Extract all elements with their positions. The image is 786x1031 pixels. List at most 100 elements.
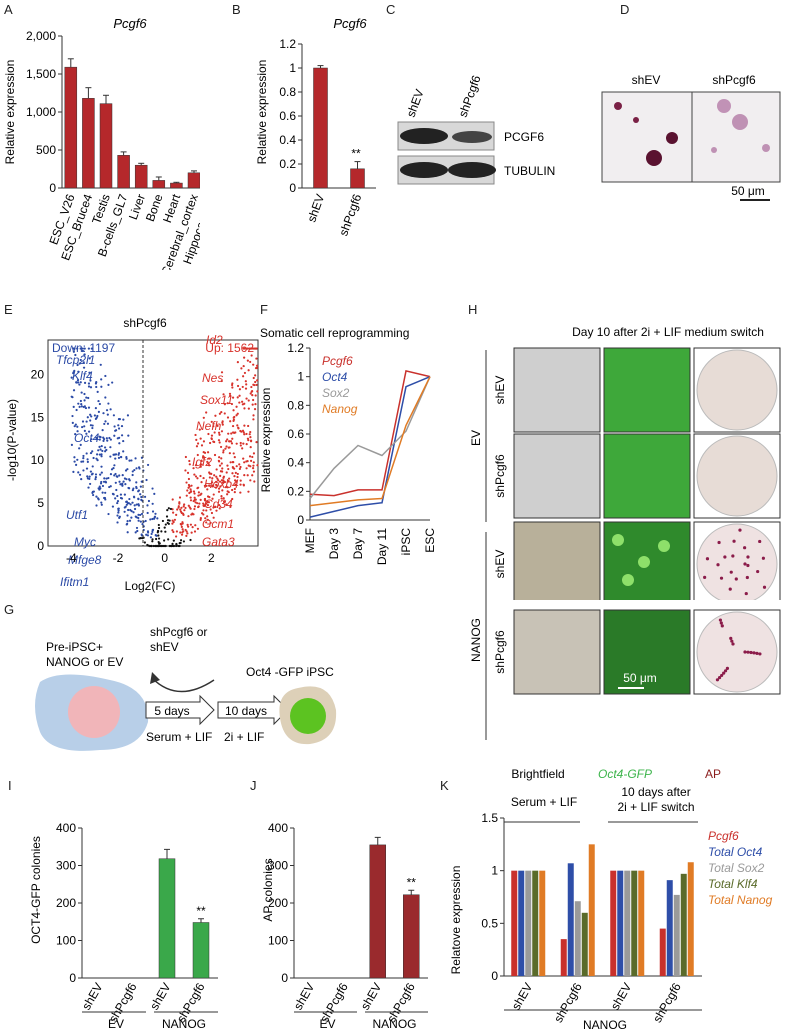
volcano-point: [227, 479, 230, 483]
chart-bars: shEV shPcgf6 shEV shPcgf6: [509, 844, 694, 1025]
volcano-point: [99, 363, 102, 366]
volcano-point: [85, 396, 88, 399]
ap-colony: [752, 651, 756, 655]
bar: [617, 870, 624, 976]
volcano-point: [140, 533, 143, 536]
volcano-point: [233, 479, 237, 482]
volcano-point: [87, 396, 90, 400]
gene-label: Igf2: [192, 455, 212, 469]
volcano-point: [122, 450, 125, 453]
volcano-point: [179, 508, 182, 511]
volcano-point: [229, 420, 232, 423]
volcano-point: [100, 455, 103, 458]
volcano-point: [229, 461, 232, 464]
volcano-point: [215, 480, 218, 483]
volcano-point: [236, 396, 239, 399]
ap-colony: [729, 636, 733, 640]
volcano-point: [171, 498, 174, 501]
colony-image-shpcgf6: [691, 91, 781, 183]
volcano-point: [234, 483, 237, 486]
volcano-point: [193, 492, 196, 495]
volcano-point: [208, 484, 211, 487]
bar: [403, 894, 420, 979]
volcano-point: [222, 475, 226, 478]
volcano-point: [87, 406, 91, 409]
volcano-point: [239, 479, 242, 482]
y-tick-label: 300: [268, 859, 288, 873]
volcano-point: [247, 490, 250, 493]
volcano-point: [211, 481, 214, 484]
volcano-point: [232, 419, 235, 422]
ap-colony: [749, 650, 753, 655]
volcano-point: [86, 416, 89, 419]
bar: [192, 922, 210, 979]
volcano-point: [235, 405, 238, 408]
panel-a: A Pcgf6 Relative expression 0 500 1,000 1,5…: [3, 2, 200, 270]
volcano-point: [103, 446, 107, 449]
chart-title: Pcgf6: [113, 16, 147, 31]
volcano-point: [198, 502, 201, 505]
lane-label: shPcgf6: [456, 73, 484, 119]
volcano-point: [83, 392, 86, 396]
volcano-point: [187, 515, 190, 518]
volcano-point: [100, 385, 103, 388]
volcano-point: [239, 465, 242, 469]
bar: [187, 172, 200, 189]
volcano-point: [185, 494, 188, 497]
volcano-point: [222, 393, 225, 396]
volcano-point: [78, 447, 81, 450]
volcano-point: [107, 512, 110, 516]
x-tick-label: shEV: [304, 192, 327, 224]
bar: [532, 870, 539, 976]
volcano-point: [123, 493, 126, 496]
volcano-point: [252, 461, 255, 464]
volcano-point: [77, 471, 80, 474]
bar: [574, 901, 581, 976]
volcano-point: [199, 437, 202, 440]
volcano-point: [172, 530, 175, 534]
volcano-point: [99, 482, 103, 485]
volcano-point: [215, 509, 218, 512]
volcano-point: [185, 534, 188, 538]
volcano-point: [207, 457, 211, 460]
y-tick-label: 400: [268, 821, 288, 835]
volcano-point: [249, 465, 252, 468]
volcano-point: [90, 415, 93, 418]
volcano-point: [232, 416, 235, 419]
volcano-point: [137, 513, 140, 516]
volcano-point: [186, 489, 189, 492]
volcano-point: [195, 445, 199, 448]
volcano-point: [206, 488, 209, 491]
volcano-point: [94, 473, 98, 476]
volcano-point: [155, 537, 158, 541]
bar: [313, 67, 328, 189]
ap-colony: [746, 555, 750, 559]
chart-title: Somatic cell reprogramming: [260, 326, 409, 340]
volcano-point: [190, 484, 193, 487]
volcano-point: [140, 512, 144, 516]
volcano-point: [91, 465, 94, 468]
volcano-point: [116, 475, 119, 478]
volcano-point: [252, 452, 256, 455]
volcano-point: [85, 432, 88, 435]
volcano-point: [135, 503, 138, 506]
volcano-point: [215, 483, 218, 486]
volcano-point: [202, 416, 205, 419]
volcano-point: [243, 474, 246, 477]
x-tick-label: shEV: [509, 981, 535, 1013]
y-tick-label: 0.2: [287, 484, 304, 498]
volcano-point: [247, 424, 250, 428]
volcano-point: [118, 474, 121, 477]
volcano-point: [112, 414, 115, 417]
ap-colony: [744, 591, 748, 596]
volcano-point: [242, 364, 245, 368]
volcano-point: [94, 407, 97, 410]
volcano-point: [135, 526, 139, 530]
volcano-point: [103, 437, 106, 441]
bar: [134, 164, 148, 189]
band: [452, 131, 492, 143]
volcano-point: [205, 411, 208, 414]
volcano-point: [86, 458, 89, 461]
panel-i: I OCT4-GFP colonies 0 100 200 300 400 shEV sh…: [8, 780, 218, 1031]
volcano-point: [73, 456, 76, 459]
